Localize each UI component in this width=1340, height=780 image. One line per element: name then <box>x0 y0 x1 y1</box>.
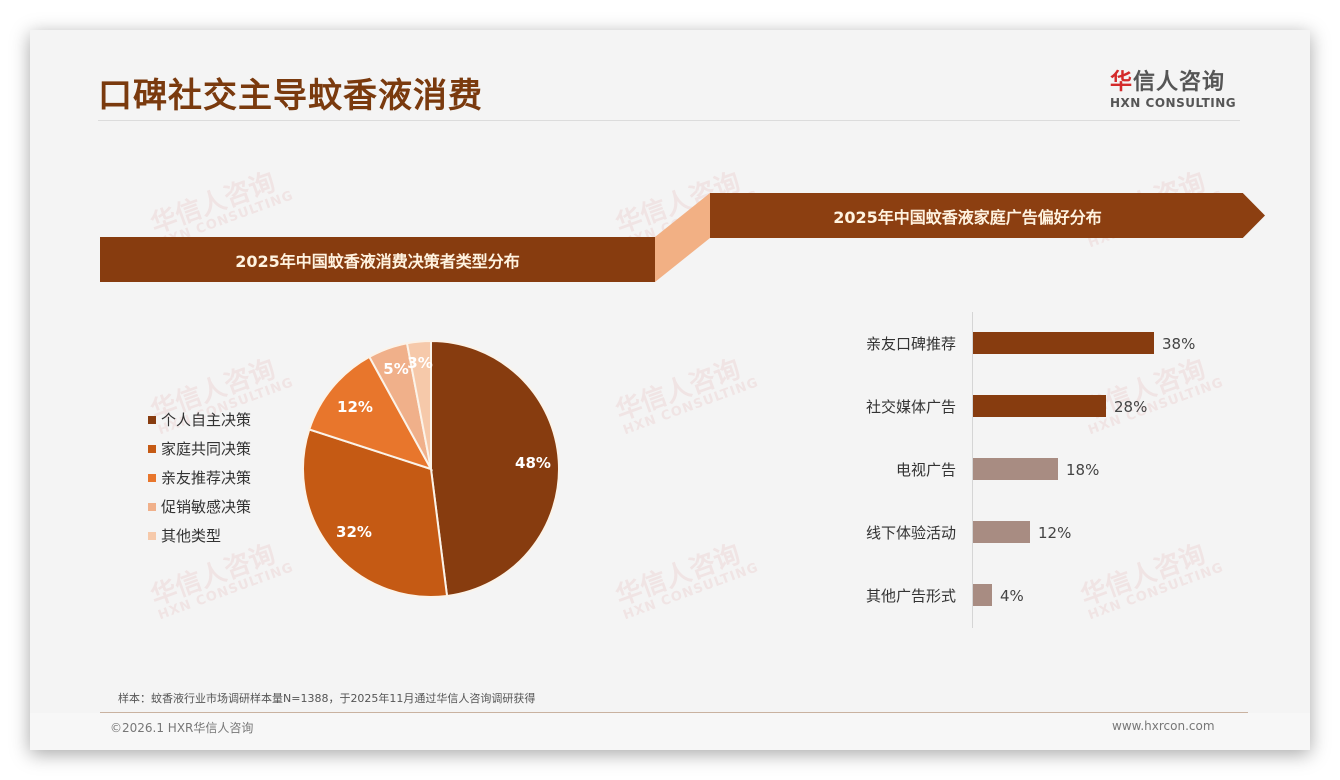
legend-label: 家庭共同决策 <box>161 440 252 458</box>
legend-swatch <box>148 415 156 424</box>
legend-swatch <box>148 444 156 453</box>
legend-item: 家庭共同决策 <box>148 434 251 463</box>
bar-value-label: 38% <box>1162 335 1196 353</box>
pie-slice <box>302 428 449 598</box>
bar <box>973 458 1058 480</box>
footer-bar <box>30 713 1310 750</box>
legend-label: 其他类型 <box>161 527 222 545</box>
legend-item: 个人自主决策 <box>148 405 251 434</box>
bar-category-label: 电视广告 <box>895 461 956 479</box>
brand-logo: 华信人咨询 HXN CONSULTING <box>1110 64 1250 110</box>
legend-item: 其他类型 <box>148 521 251 550</box>
logo-cn-rest: 信人咨询 <box>1133 70 1226 95</box>
bar-chart-banner: 2025年中国蚊香液家庭广告偏好分布 <box>710 193 1265 238</box>
pie-chart: 48% 32% 12% 5% 3% <box>302 339 560 598</box>
bar-chart-title: 2025年中国蚊香液家庭广告偏好分布 <box>833 207 1102 227</box>
logo-en: HXN CONSULTING <box>1110 96 1237 110</box>
website-link[interactable]: www.hxrcon.com <box>1112 719 1215 733</box>
bar <box>973 332 1154 354</box>
legend-swatch <box>148 502 156 511</box>
bar-category-label: 线下体验活动 <box>865 524 956 542</box>
bar-category-label: 社交媒体广告 <box>865 398 956 416</box>
pie-label: 32% <box>336 523 372 541</box>
bar-chart-axis <box>972 312 973 628</box>
logo-cn-first: 华 <box>1110 70 1134 95</box>
legend-item: 促销敏感决策 <box>148 492 251 521</box>
pie-label: 12% <box>337 398 373 416</box>
pie-label: 48% <box>515 454 551 472</box>
title-divider <box>98 120 1240 121</box>
pie-chart-banner: 2025年中国蚊香液消费决策者类型分布 <box>100 237 655 282</box>
bar-category-label: 其他广告形式 <box>865 587 956 605</box>
pie-slice <box>430 339 560 598</box>
legend-label: 个人自主决策 <box>161 411 252 429</box>
legend-swatch <box>148 531 156 540</box>
banner-connector <box>655 193 710 282</box>
bar-value-label: 18% <box>1066 461 1100 479</box>
bar-value-label: 28% <box>1114 398 1148 416</box>
legend-label: 亲友推荐决策 <box>161 469 252 487</box>
bar-value-label: 12% <box>1038 524 1072 542</box>
legend-label: 促销敏感决策 <box>161 498 252 516</box>
bar-category-label: 亲友口碑推荐 <box>865 335 956 353</box>
pie-slice <box>405 339 432 470</box>
pie-label: 3% <box>407 354 432 372</box>
legend-swatch <box>148 473 156 482</box>
logo-cn: 华信人咨询 <box>1110 64 1250 96</box>
sample-note: 样本：蚊香液行业市场调研样本量N=1388，于2025年11月通过华信人咨询调研… <box>118 692 536 705</box>
pie-legend: 个人自主决策 家庭共同决策 亲友推荐决策 促销敏感决策 其他类型 <box>148 405 251 550</box>
pie-chart-title: 2025年中国蚊香液消费决策者类型分布 <box>235 251 520 271</box>
footer-divider <box>100 712 1248 713</box>
legend-item: 亲友推荐决策 <box>148 463 251 492</box>
pie-label: 5% <box>383 360 408 378</box>
bar <box>973 395 1106 417</box>
bar <box>973 584 992 606</box>
bar <box>973 521 1030 543</box>
pie-slice <box>308 355 434 471</box>
slide: 口碑社交主导蚊香液消费 华信人咨询 HXN CONSULTING 华信人咨询 HX… <box>30 30 1310 750</box>
page-title: 口碑社交主导蚊香液消费 <box>98 76 483 116</box>
bar-value-label: 4% <box>1000 587 1024 605</box>
copyright-text: ©2026.1 HXR华信人咨询 <box>110 721 254 735</box>
